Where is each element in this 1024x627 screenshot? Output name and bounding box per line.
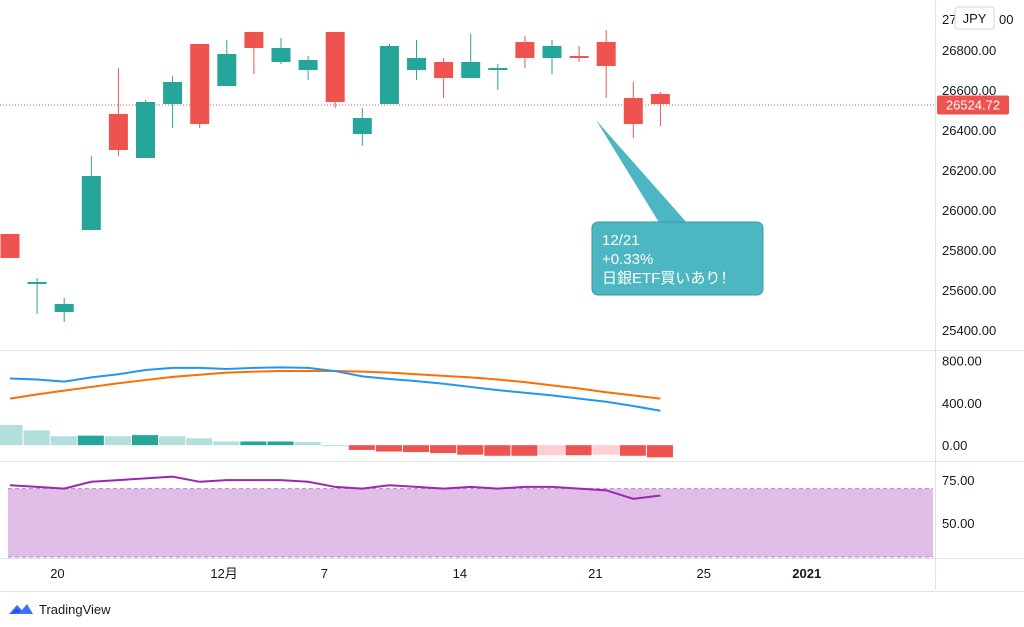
callout-line-date: 12/21 (602, 232, 640, 249)
time-tick-label: 2021 (792, 566, 821, 581)
callout-annotation[interactable]: 12/21 +0.33% 日銀ETF買いあり！ (591, 120, 764, 296)
candle-body (352, 118, 372, 134)
rsi-tick-label: 50.00 (942, 516, 975, 531)
price-tick-label: 26800.00 (942, 43, 996, 58)
price-axis: 26800.00 26600.00 26400.00 26200.00 26000.00… (942, 43, 996, 338)
macd-histogram-bar (646, 445, 673, 458)
macd-histogram-bar (402, 445, 430, 453)
macd-histogram-bar (131, 435, 159, 446)
candle-body (271, 48, 291, 62)
macd-histogram-bar (104, 436, 131, 446)
price-tick-label: 25800.00 (942, 243, 996, 258)
callout-line-note: 日銀ETF買いあり！ (602, 270, 735, 287)
candle-body (81, 176, 101, 230)
candle-body (54, 304, 74, 312)
rsi-axis: 75.00 50.00 (942, 473, 975, 531)
last-price-tag (937, 95, 1009, 115)
candle-body (163, 82, 183, 104)
macd-histogram-bar (321, 445, 348, 447)
macd-histogram-bar (77, 435, 104, 446)
macd-axis: 800.00 400.00 0.00 (942, 353, 982, 453)
macd-histogram-bar (213, 441, 240, 446)
candle-body (515, 42, 535, 58)
macd-histogram-bar (0, 425, 23, 446)
candle-body (190, 44, 210, 124)
time-axis: 20 12月 7 14 21 25 2021 (50, 566, 821, 581)
candle-body (136, 102, 155, 158)
macd-histogram-bar (348, 445, 375, 450)
macd-tick-label: 400.00 (942, 396, 982, 411)
candle-body (325, 32, 345, 102)
price-tick-label: 26600.00 (942, 83, 996, 98)
macd-histogram-bar (511, 445, 538, 456)
macd-lines (9, 366, 661, 412)
price-tick-label: 25600.00 (942, 283, 996, 298)
callout-line-change: +0.33% (602, 251, 653, 268)
macd-histogram-bar (375, 445, 402, 452)
candle-body (650, 94, 670, 104)
rsi-band-fill (8, 488, 933, 557)
candle-body (298, 60, 318, 70)
time-tick-label: 25 (697, 566, 711, 581)
candle-body (27, 282, 47, 284)
time-tick-label: 21 (588, 566, 602, 581)
macd-tick-label: 800.00 (942, 353, 982, 368)
top-axis-partial-label: 27 (942, 12, 956, 27)
macd-histogram-bar (50, 436, 77, 446)
candle-body (0, 234, 20, 258)
tradingview-logo-icon (9, 604, 33, 614)
macd-histogram-bar (457, 445, 484, 455)
macd-histogram-bar (159, 436, 186, 446)
macd-line (9, 366, 661, 412)
currency-label: JPY (963, 11, 987, 26)
macd-histogram-bar (592, 445, 619, 455)
candle-body (407, 58, 426, 70)
price-tick-label: 26400.00 (942, 123, 996, 138)
top-axis-partial-tail: 00 (999, 12, 1013, 27)
macd-histogram-bar (294, 442, 321, 446)
time-tick-label: 20 (50, 566, 64, 581)
price-tick-label: 26000.00 (942, 203, 996, 218)
time-tick-label: 14 (453, 566, 467, 581)
macd-histogram-bar (565, 445, 592, 456)
candle-body (379, 46, 399, 104)
callout-box (591, 221, 764, 296)
candlestick-series (0, 30, 670, 322)
candle-body (569, 56, 589, 58)
brand-name: TradingView (39, 601, 111, 617)
candle-body (434, 62, 454, 78)
candle-body (108, 114, 128, 150)
rsi-band (8, 488, 933, 558)
time-tick-label: 7 (321, 566, 328, 581)
last-price-value: 26524.72 (946, 98, 1000, 113)
price-tick-label: 26200.00 (942, 163, 996, 178)
macd-histogram-bar (430, 445, 457, 454)
rsi-series-line (9, 475, 661, 500)
candle-body (596, 42, 616, 66)
candle-body (244, 32, 264, 48)
candle-body (623, 98, 643, 124)
price-tick-label: 25400.00 (942, 323, 996, 338)
candle-body (217, 54, 237, 86)
macd-histogram-bar (538, 445, 565, 456)
time-tick-label: 12月 (210, 566, 237, 581)
macd-histogram-bar (186, 438, 213, 446)
macd-histogram-bar (240, 441, 267, 446)
callout-pointer (596, 120, 688, 224)
macd-histogram-bar (23, 430, 50, 446)
macd-histogram-bar (267, 441, 294, 446)
macd-histogram (0, 425, 673, 458)
macd-histogram-bar (619, 445, 646, 456)
brand-footer[interactable]: TradingView (8, 598, 111, 620)
candle-body (488, 68, 508, 70)
rsi-line (9, 475, 661, 500)
candle-body (461, 62, 481, 78)
rsi-tick-label: 75.00 (942, 473, 975, 488)
macd-tick-label: 0.00 (942, 438, 967, 453)
macd-histogram-bar (484, 445, 511, 456)
currency-badge[interactable] (954, 6, 995, 30)
candle-body (542, 46, 562, 58)
